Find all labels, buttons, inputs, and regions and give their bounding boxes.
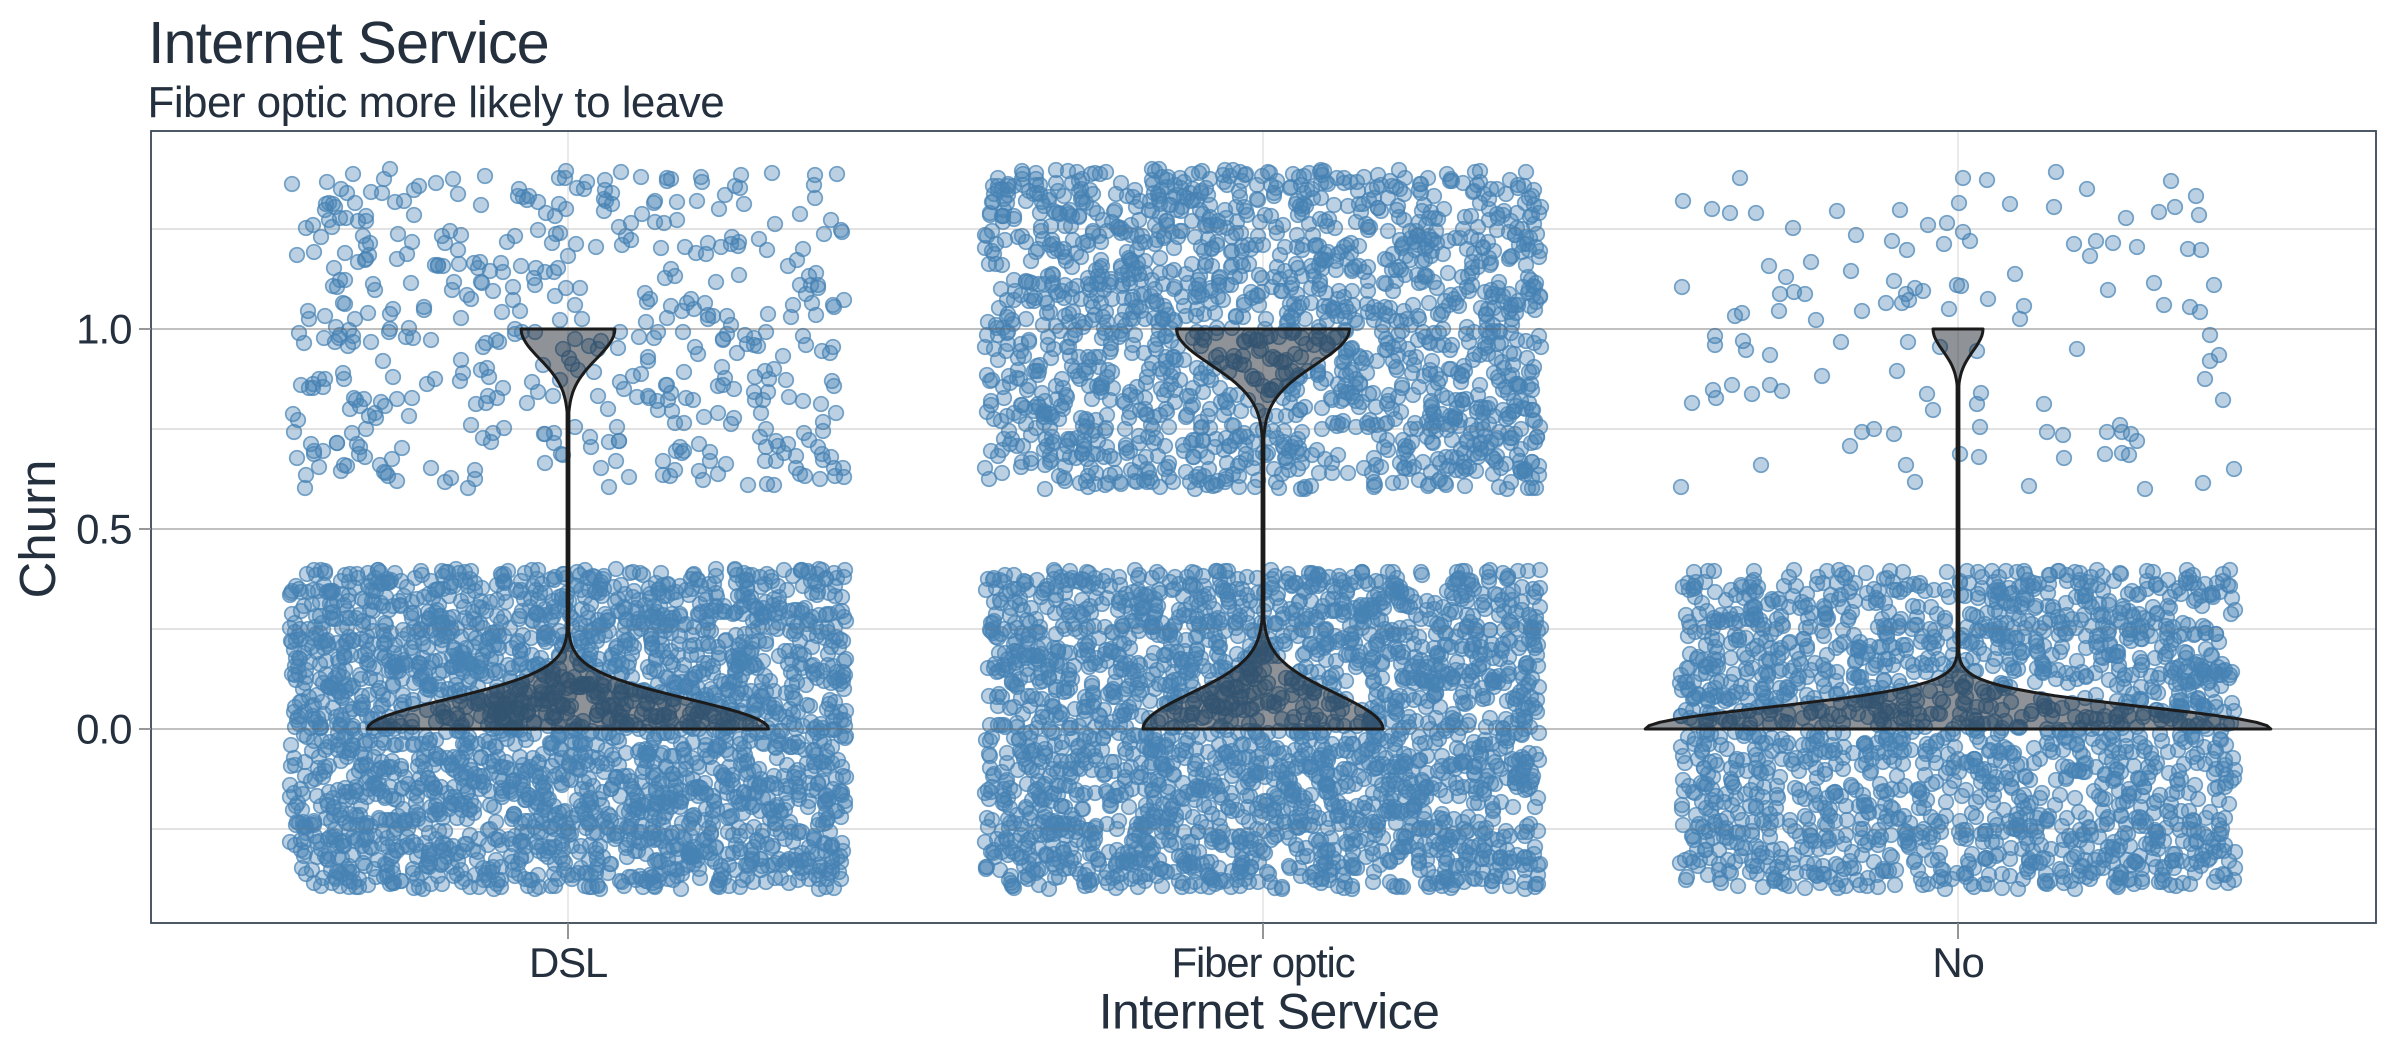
svg-text:Fiber optic more likely to lea: Fiber optic more likely to leave [148, 78, 725, 127]
svg-text:0.0: 0.0 [76, 706, 131, 753]
svg-text:No: No [1932, 939, 1983, 986]
svg-text:Churn: Churn [9, 460, 66, 599]
svg-text:1.0: 1.0 [76, 306, 131, 353]
svg-text:Internet Service: Internet Service [1099, 984, 1440, 1040]
svg-text:0.5: 0.5 [76, 506, 131, 553]
svg-text:DSL: DSL [529, 939, 607, 986]
svg-text:Fiber optic: Fiber optic [1172, 939, 1355, 986]
svg-text:Internet Service: Internet Service [148, 9, 549, 76]
